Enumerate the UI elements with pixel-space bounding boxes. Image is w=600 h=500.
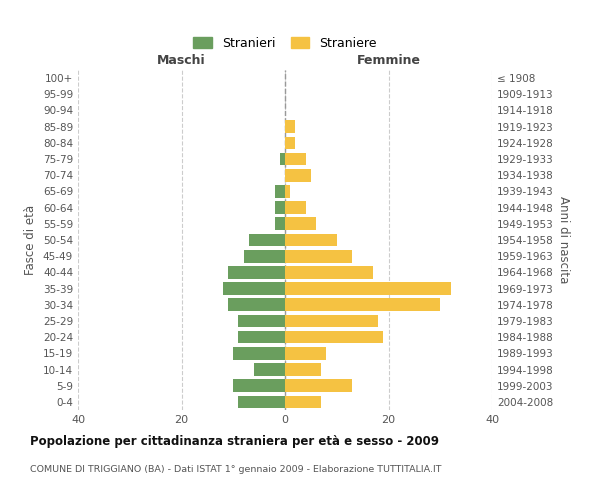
Bar — [285, 266, 373, 278]
Y-axis label: Fasce di età: Fasce di età — [25, 205, 37, 275]
Bar — [285, 218, 316, 230]
Text: COMUNE DI TRIGGIANO (BA) - Dati ISTAT 1° gennaio 2009 - Elaborazione TUTTITALIA.: COMUNE DI TRIGGIANO (BA) - Dati ISTAT 1°… — [30, 465, 442, 474]
Bar — [285, 396, 321, 408]
Legend: Stranieri, Straniere: Stranieri, Straniere — [188, 32, 382, 55]
Y-axis label: Anni di nascita: Anni di nascita — [557, 196, 570, 284]
Bar — [228, 298, 285, 311]
Bar — [285, 120, 295, 133]
Bar — [275, 185, 285, 198]
Text: Femmine: Femmine — [356, 54, 421, 67]
Bar — [228, 266, 285, 278]
Bar — [285, 169, 311, 181]
Bar — [285, 250, 352, 262]
Text: Maschi: Maschi — [157, 54, 206, 67]
Bar — [285, 363, 321, 376]
Bar — [285, 331, 383, 344]
Bar — [285, 202, 306, 214]
Bar — [285, 347, 326, 360]
Text: Popolazione per cittadinanza straniera per età e sesso - 2009: Popolazione per cittadinanza straniera p… — [30, 435, 439, 448]
Bar — [244, 250, 285, 262]
Bar — [238, 396, 285, 408]
Bar — [249, 234, 285, 246]
Bar — [254, 363, 285, 376]
Bar — [285, 282, 451, 295]
Bar — [285, 298, 440, 311]
Bar — [285, 152, 306, 166]
Bar — [285, 314, 378, 328]
Bar — [275, 202, 285, 214]
Bar — [285, 185, 290, 198]
Bar — [233, 347, 285, 360]
Bar — [223, 282, 285, 295]
Bar — [285, 136, 295, 149]
Bar — [285, 234, 337, 246]
Bar — [275, 218, 285, 230]
Bar — [285, 380, 352, 392]
Bar — [233, 380, 285, 392]
Bar — [280, 152, 285, 166]
Bar — [238, 314, 285, 328]
Bar — [238, 331, 285, 344]
